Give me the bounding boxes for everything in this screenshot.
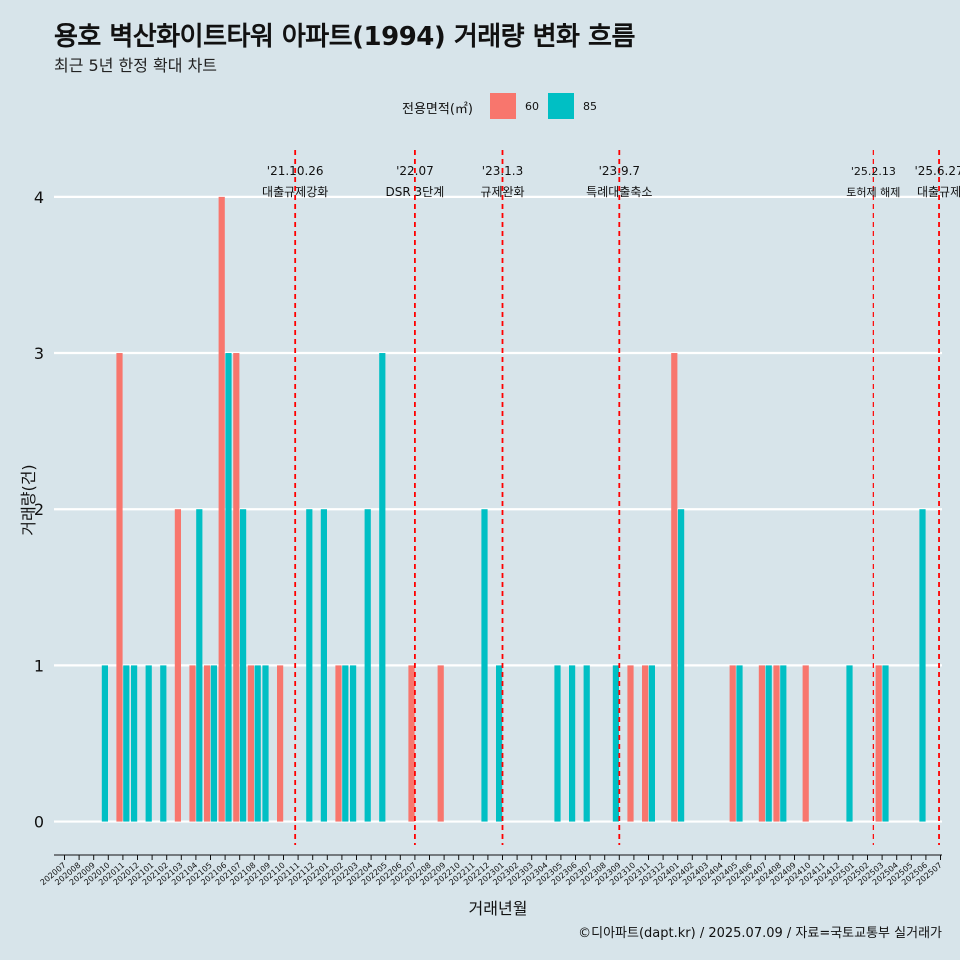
bar-60 xyxy=(437,665,444,822)
bar-60 xyxy=(247,665,254,822)
y-tick-label: 4 xyxy=(34,188,44,207)
event-label: 토허제 해제 xyxy=(846,185,900,199)
bar-85 xyxy=(342,665,349,822)
legend-label-85: 85 xyxy=(583,100,597,113)
bar-85 xyxy=(145,665,152,822)
event-label: 특례대출축소 xyxy=(586,185,652,199)
bar-85 xyxy=(678,509,685,822)
bar-85 xyxy=(882,665,889,822)
bar-60 xyxy=(729,665,736,822)
event-date: '22.07 xyxy=(396,164,434,178)
bar-85 xyxy=(364,509,371,822)
bar-60 xyxy=(116,353,123,822)
bar-85 xyxy=(262,665,269,822)
bar-60 xyxy=(233,353,240,822)
bar-85 xyxy=(780,665,787,822)
event-label: DSR 3단계 xyxy=(386,185,445,199)
bar-85 xyxy=(240,509,247,822)
event-date: '21.10.26 xyxy=(267,164,324,178)
chart-subtitle: 최근 5년 한정 확대 차트 xyxy=(54,56,218,75)
bar-85 xyxy=(648,665,655,822)
bar-60 xyxy=(773,665,780,822)
legend-label-60: 60 xyxy=(525,100,539,113)
bar-85 xyxy=(320,509,327,822)
x-axis-title: 거래년월 xyxy=(469,899,528,918)
bar-85 xyxy=(736,665,743,822)
bar-85 xyxy=(612,665,619,822)
bar-85 xyxy=(131,665,138,822)
event-label: 대출규제강화 xyxy=(262,185,328,199)
bar-85 xyxy=(210,665,217,822)
y-tick-label: 0 xyxy=(34,813,44,832)
y-axis-title: 거래량(건) xyxy=(19,464,38,535)
event-date: '25.2.13 xyxy=(851,165,896,178)
y-tick-label: 3 xyxy=(34,344,44,363)
event-date: '23.1.3 xyxy=(482,164,523,178)
bar-85 xyxy=(569,665,576,822)
bar-85 xyxy=(379,353,386,822)
bar-85 xyxy=(306,509,313,822)
bar-60 xyxy=(174,509,181,822)
bar-60 xyxy=(204,665,211,822)
bar-85 xyxy=(765,665,772,822)
bar-60 xyxy=(802,665,809,822)
caption: ©디아파트(dapt.kr) / 2025.07.09 / 자료=국토교통부 실… xyxy=(578,926,942,941)
bar-85 xyxy=(350,665,357,822)
bar-85 xyxy=(225,353,232,822)
bar-60 xyxy=(875,665,882,822)
bar-60 xyxy=(335,665,342,822)
legend: 전용면적(㎡) 60 85 xyxy=(0,93,960,121)
event-date: '23.9.7 xyxy=(599,164,640,178)
event-label: 규제완화 xyxy=(480,185,524,199)
legend-key-60 xyxy=(490,93,516,119)
bar-60 xyxy=(627,665,634,822)
bar-60 xyxy=(758,665,765,822)
bar-85 xyxy=(196,509,203,822)
bar-85 xyxy=(254,665,261,822)
bar-85 xyxy=(919,509,926,822)
bar-85 xyxy=(846,665,853,822)
bar-85 xyxy=(101,665,108,822)
legend-key-85 xyxy=(548,93,574,119)
event-label: 대출규제 xyxy=(917,185,960,199)
bar-85 xyxy=(583,665,590,822)
event-date: '25.6.27 xyxy=(914,164,960,178)
bar-85 xyxy=(496,665,503,822)
bar-85 xyxy=(481,509,488,822)
bar-85 xyxy=(554,665,561,822)
bar-60 xyxy=(218,196,225,822)
y-tick-label: 2 xyxy=(34,500,44,519)
bar-60 xyxy=(277,665,284,822)
bar-60 xyxy=(189,665,196,822)
bar-60 xyxy=(642,665,649,822)
chart-title: 용호 벽산화이트타워 아파트(1994) 거래량 변화 흐름 xyxy=(54,22,635,52)
bar-85 xyxy=(123,665,130,822)
bar-60 xyxy=(408,665,415,822)
bar-85 xyxy=(160,665,167,822)
legend-title: 전용면적(㎡) xyxy=(402,102,473,117)
bar-60 xyxy=(671,353,678,822)
y-tick-label: 1 xyxy=(34,656,44,675)
